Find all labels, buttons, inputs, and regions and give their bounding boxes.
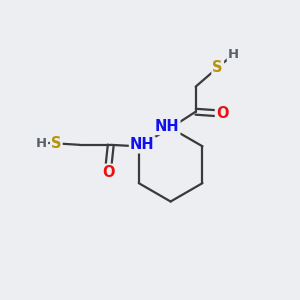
Text: S: S — [212, 60, 223, 75]
Text: H: H — [36, 137, 47, 150]
Text: O: O — [216, 106, 228, 121]
Text: S: S — [51, 136, 62, 151]
Text: NH: NH — [155, 119, 179, 134]
Text: O: O — [102, 165, 115, 180]
Text: NH: NH — [130, 137, 154, 152]
Text: H: H — [228, 47, 239, 61]
